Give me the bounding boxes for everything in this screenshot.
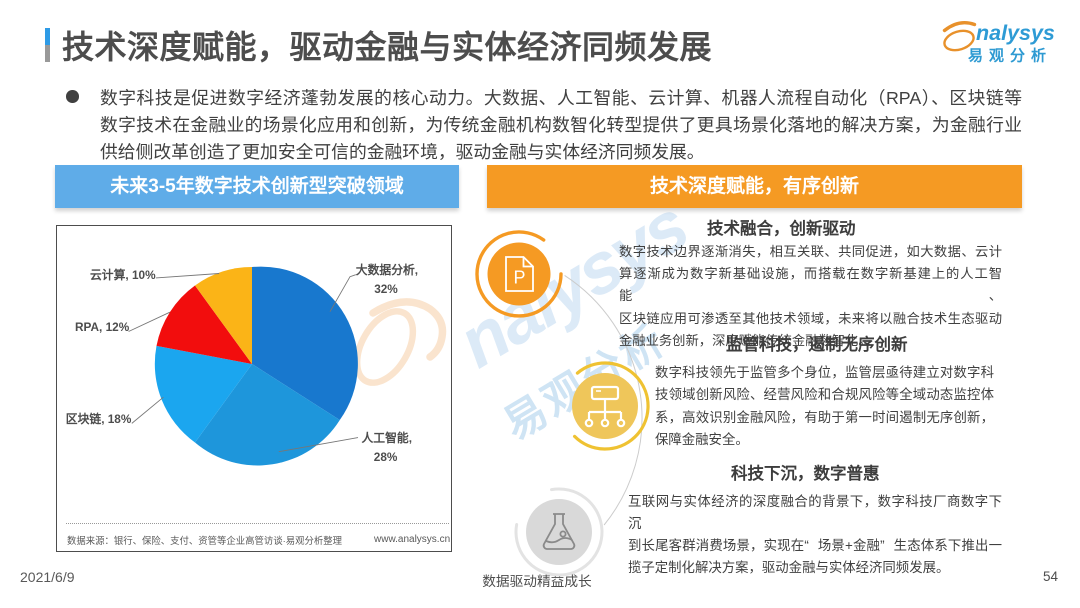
svg-text:nalysys: nalysys	[976, 21, 1055, 45]
svg-text:P: P	[514, 268, 526, 288]
svg-text:易观分析: 易观分析	[968, 47, 1052, 65]
